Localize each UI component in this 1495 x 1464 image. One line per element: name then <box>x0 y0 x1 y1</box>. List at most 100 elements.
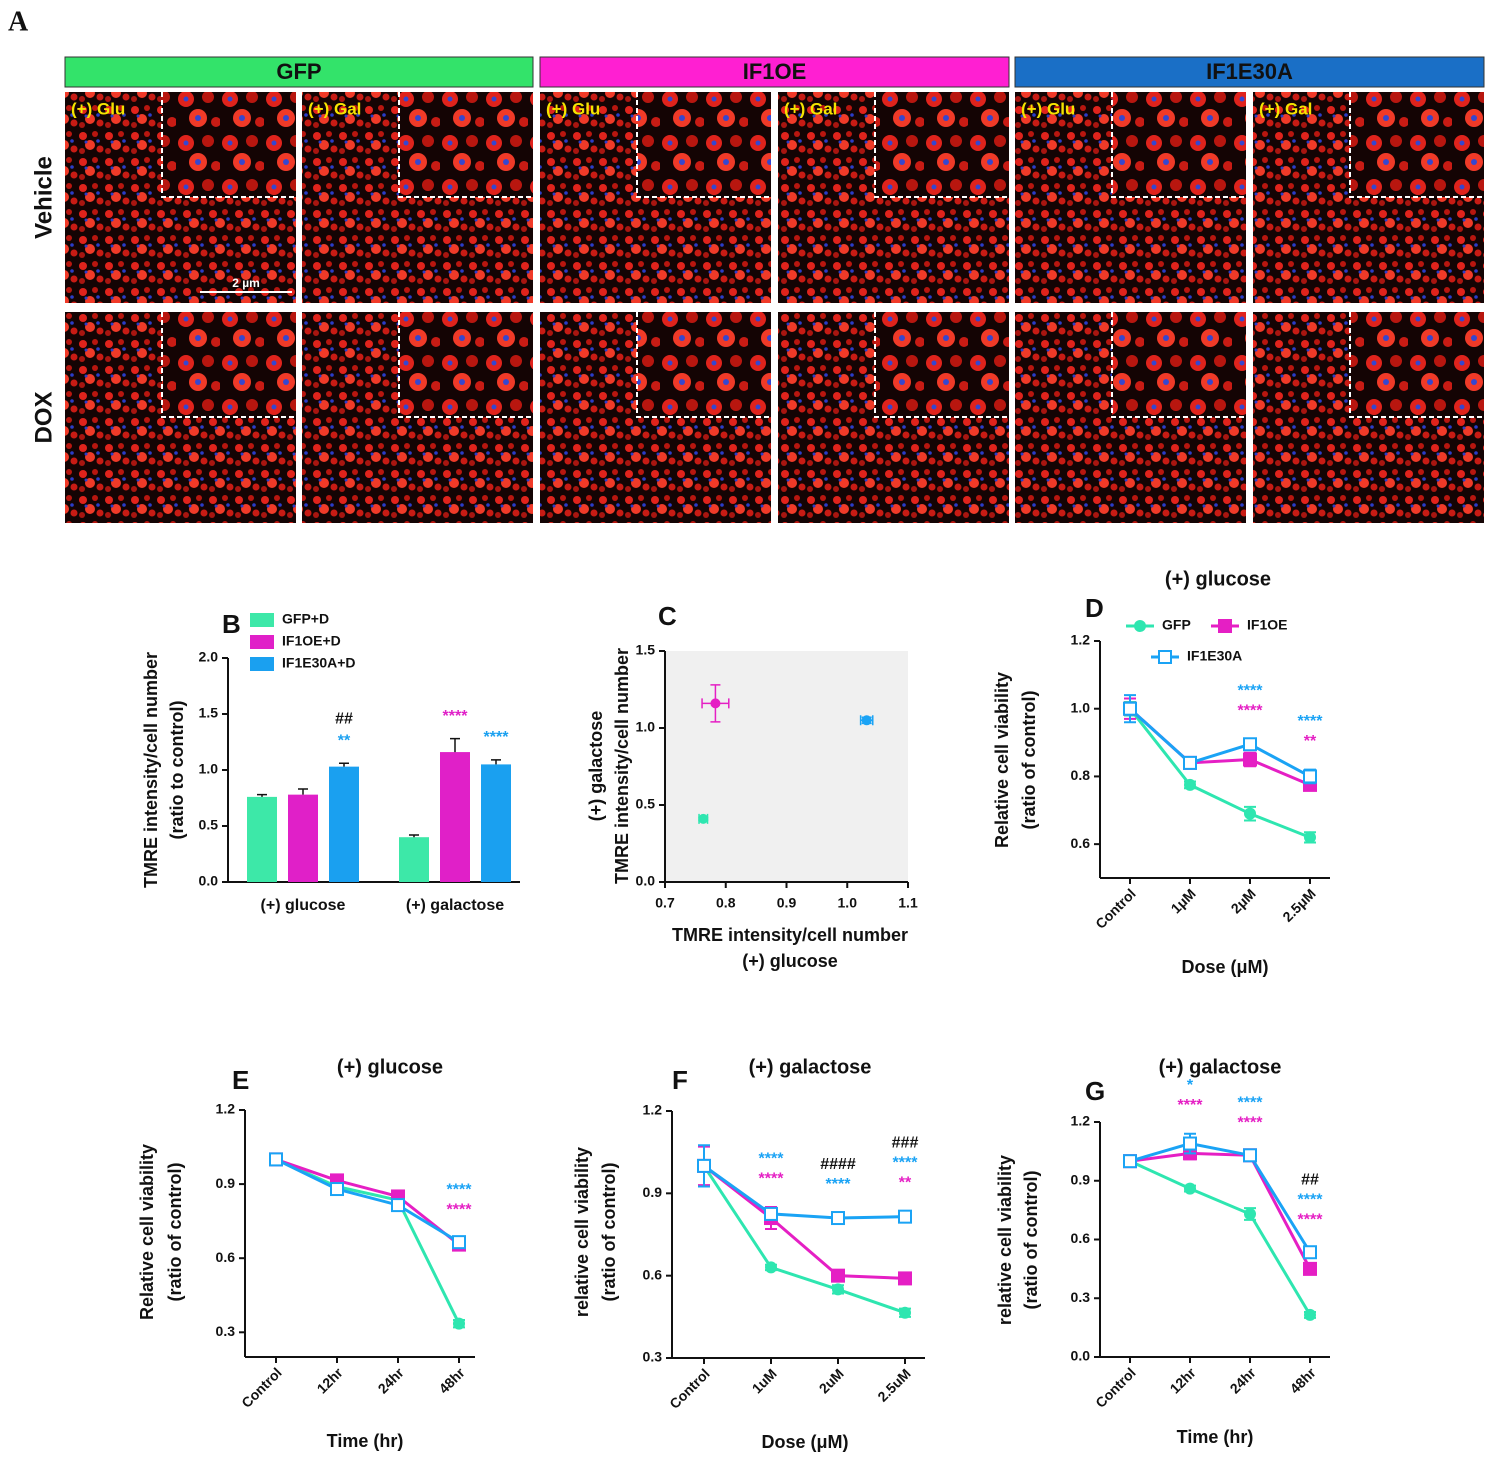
legend-marker <box>1158 650 1172 664</box>
marker <box>1183 1136 1197 1151</box>
significance-hash: ## <box>1301 1172 1319 1189</box>
y-tick-label: 0.3 <box>216 1323 236 1339</box>
marker <box>898 1209 912 1224</box>
legend-label: IF1OE+D <box>282 633 341 649</box>
significance: **** <box>1238 1115 1264 1132</box>
y-axis-label: (ratio of control) <box>165 1163 185 1302</box>
series-line <box>1128 707 1311 778</box>
marker <box>1123 701 1137 716</box>
marker <box>1243 1148 1257 1163</box>
marker <box>1243 752 1257 767</box>
x-axis-label: (+) glucose <box>742 951 838 971</box>
panel-letter: C <box>658 601 677 631</box>
x-tick-label: Control <box>1092 1364 1139 1411</box>
inset-border <box>1111 312 1246 418</box>
error-bar <box>257 793 267 797</box>
bar <box>481 764 511 882</box>
panel-letter: D <box>1085 593 1104 623</box>
y-tick-label: 1.2 <box>1071 632 1091 648</box>
x-tick-label: 0.8 <box>716 895 736 911</box>
significance: * <box>1187 1077 1194 1094</box>
y-tick-label: 1.5 <box>636 642 656 658</box>
condition-label: (+) Glu <box>71 99 125 118</box>
chart-title: (+) glucose <box>337 1056 443 1078</box>
x-tick-label: 0.9 <box>777 895 797 911</box>
y-axis-label: (ratio of control) <box>599 1163 619 1302</box>
micrograph-inset <box>162 92 296 197</box>
inset-border <box>636 92 771 198</box>
legend-swatch <box>250 613 274 627</box>
legend-label: GFP <box>1162 617 1191 633</box>
inset-border <box>874 312 1009 418</box>
significance: **** <box>447 1202 473 1219</box>
x-tick-label: 2.5μM <box>1279 885 1318 924</box>
y-tick-label: 0.3 <box>1071 1289 1091 1305</box>
point <box>861 715 872 726</box>
significance: **** <box>484 729 510 746</box>
chart-title: (+) glucose <box>1165 568 1271 590</box>
condition-label: (+) Glu <box>1021 99 1075 118</box>
legend-marker <box>1218 619 1232 633</box>
x-axis-label: Time (hr) <box>1177 1427 1254 1447</box>
y-tick-label: 0.0 <box>199 873 219 889</box>
x-tick-label: 2uM <box>816 1365 847 1396</box>
inset-border <box>636 312 771 418</box>
panel-letter: A <box>8 6 29 37</box>
bar <box>247 796 277 882</box>
x-tick-label: 12hr <box>1167 1364 1200 1397</box>
marker <box>1123 1154 1137 1169</box>
legend-swatch <box>250 657 274 671</box>
y-axis-label: (+) galactose <box>586 711 606 822</box>
significance-hash: ### <box>892 1134 919 1151</box>
y-tick-label: 0.9 <box>643 1184 663 1200</box>
x-tick-label: Control <box>666 1365 713 1412</box>
marker <box>832 1283 844 1296</box>
y-axis-label: relative cell viability <box>572 1147 592 1317</box>
marker <box>1244 807 1256 820</box>
significance: **** <box>447 1182 473 1199</box>
x-tick-label: (+) galactose <box>406 897 504 914</box>
x-axis-label: TMRE intensity/cell number <box>672 925 908 945</box>
marker <box>453 1317 465 1330</box>
inset-border <box>1349 92 1484 198</box>
marker <box>269 1152 283 1167</box>
error-bar <box>491 759 501 765</box>
y-tick-label: 0.5 <box>636 796 656 812</box>
significance: **** <box>1238 682 1264 699</box>
marker <box>1303 1261 1317 1276</box>
y-tick-label: 1.2 <box>216 1101 236 1117</box>
y-tick-label: 0.8 <box>1071 767 1091 783</box>
y-axis-label: (ratio of control) <box>1019 691 1039 830</box>
marker <box>1304 1308 1316 1321</box>
y-tick-label: 0.6 <box>1071 1230 1091 1246</box>
series-line <box>703 1164 906 1220</box>
marker <box>1184 1182 1196 1195</box>
series-line <box>275 1158 460 1244</box>
series-line <box>702 1165 906 1315</box>
marker <box>1244 1208 1256 1221</box>
micrograph-inset <box>1112 92 1246 197</box>
significance: ** <box>1304 733 1317 750</box>
significance: **** <box>826 1176 852 1193</box>
micrograph-inset <box>875 92 1009 197</box>
significance: **** <box>1298 1192 1324 1209</box>
y-tick-label: 1.2 <box>643 1102 663 1118</box>
condition-label: (+) Gal <box>784 99 837 118</box>
x-tick-label: 48hr <box>1287 1364 1320 1397</box>
marker <box>1184 778 1196 791</box>
bar <box>440 752 470 882</box>
marker <box>898 1271 912 1286</box>
condition-label: (+) Glu <box>546 99 600 118</box>
series-line <box>1129 1159 1312 1316</box>
y-tick-label: 0.6 <box>643 1266 663 1282</box>
significance: ** <box>899 1174 912 1191</box>
x-tick-label: 2μM <box>1228 885 1259 916</box>
x-tick-label: 24hr <box>375 1364 408 1397</box>
y-tick-label: 1.5 <box>199 705 219 721</box>
marker <box>1303 1245 1317 1260</box>
error-bar <box>450 737 460 753</box>
legend-swatch <box>250 635 274 649</box>
y-tick-label: 0.0 <box>1071 1348 1091 1364</box>
x-tick-label: (+) glucose <box>261 897 346 914</box>
micrograph-inset <box>399 312 533 417</box>
